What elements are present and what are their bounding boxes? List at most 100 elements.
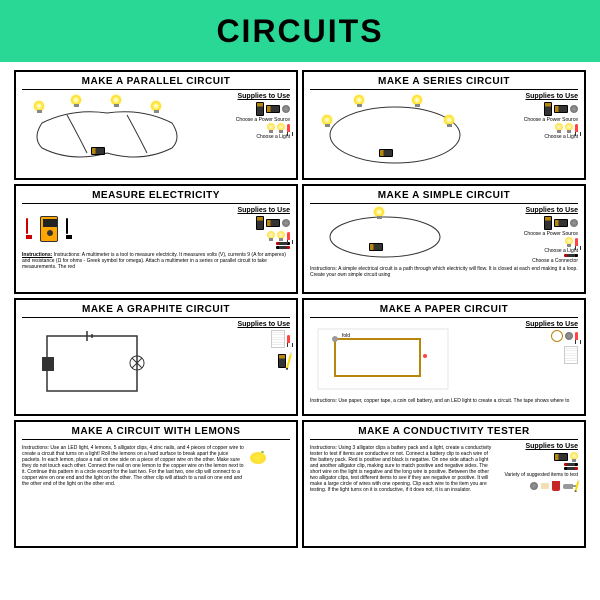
battery-icon — [91, 147, 105, 155]
bulb-icon — [71, 95, 81, 107]
simple-diagram — [310, 207, 496, 264]
series-diagram — [310, 93, 496, 168]
battery-icon — [554, 219, 568, 227]
key-icon — [563, 484, 573, 489]
card-paper: MAKE A PAPER CIRCUIT fold Supplies to Us… — [302, 298, 586, 416]
supplies-title: Supplies to Use — [212, 93, 290, 100]
battery-icon — [266, 105, 280, 113]
instructions: Instructions: Use an LED light, 4 lemons… — [22, 445, 246, 487]
battery-icon — [369, 243, 383, 251]
bulb-icon — [111, 95, 121, 107]
card-lemons: MAKE A CIRCUIT WITH LEMONS Instructions:… — [14, 420, 298, 548]
card-title: MAKE A PARALLEL CIRCUIT — [22, 76, 290, 90]
cards-grid: MAKE A PARALLEL CIRCUIT Supplies to Use … — [0, 62, 600, 556]
instructions: Instructions: Instructions: A multimeter… — [22, 252, 290, 270]
instructions: Instructions: A simple electrical circui… — [310, 266, 578, 278]
card-series: MAKE A SERIES CIRCUIT Supplies to Use Ch… — [302, 70, 586, 180]
battery-icon — [278, 354, 286, 368]
wood-icon — [541, 483, 549, 489]
pencil-icon — [286, 352, 293, 370]
multimeter-icon — [40, 216, 58, 242]
battery-icon — [256, 102, 264, 116]
lemon-icon — [250, 452, 266, 464]
supplies-title: Supplies to Use — [212, 207, 290, 214]
card-graphite: MAKE A GRAPHITE CIRCUIT Supplies to Use — [14, 298, 298, 416]
led-icon — [287, 335, 290, 343]
supply-label: Choose a Connector — [500, 258, 578, 264]
battery-icon — [544, 216, 552, 230]
paper-icon — [271, 330, 285, 348]
clip-icon — [276, 246, 290, 249]
led-icon — [575, 124, 578, 132]
led-icon — [575, 238, 578, 246]
coin-icon — [282, 105, 290, 113]
led-icon — [575, 332, 578, 340]
led-icon — [287, 124, 290, 132]
coin-icon — [565, 332, 573, 340]
card-parallel: MAKE A PARALLEL CIRCUIT Supplies to Use … — [14, 70, 298, 180]
supplies-title: Supplies to Use — [500, 93, 578, 100]
card-title: MAKE A CIRCUIT WITH LEMONS — [22, 426, 290, 440]
bulb-icon — [267, 231, 275, 241]
bulb-icon — [322, 115, 332, 127]
bulb-icon — [412, 95, 422, 107]
bulb-icon — [565, 123, 573, 133]
supply-label: Choose a Light — [212, 134, 290, 140]
pencil-icon — [574, 480, 579, 492]
supply-label: Choose a Light — [500, 134, 578, 140]
bulb-icon — [565, 237, 573, 247]
title-banner: CIRCUITS — [0, 0, 600, 62]
multimeter-diagram — [22, 207, 208, 250]
supplies-panel: Supplies to Use — [212, 321, 290, 406]
coin-icon — [570, 219, 578, 227]
bulb-icon — [151, 101, 161, 113]
card-title: MAKE A SERIES CIRCUIT — [310, 76, 578, 90]
paper-diagram: fold — [310, 321, 496, 396]
supplies-panel: Supplies to Use — [212, 207, 290, 250]
battery-icon — [266, 219, 280, 227]
bulb-icon — [570, 452, 578, 462]
coin-icon — [570, 105, 578, 113]
bulb-icon — [354, 95, 364, 107]
clip-icon — [564, 254, 578, 257]
card-simple: MAKE A SIMPLE CIRCUIT Supplies to Use Ch… — [302, 184, 586, 294]
svg-text:fold: fold — [342, 333, 350, 339]
clip-icon — [564, 467, 578, 470]
page-title: CIRCUITS — [216, 13, 383, 50]
tape-icon — [551, 330, 563, 342]
card-measure: MEASURE ELECTRICITY Supplies to Use — [14, 184, 298, 294]
bulb-icon — [555, 123, 563, 133]
battery-icon — [554, 453, 568, 461]
instructions: Instructions: Using 3 alligator clips a … — [310, 445, 492, 493]
instructions: Instructions: Use paper, copper tape, a … — [310, 398, 578, 404]
supplies-title: Supplies to Use — [212, 321, 290, 328]
supplies-title: Supplies to Use — [500, 207, 578, 214]
bulb-icon — [444, 115, 454, 127]
bulb-icon — [267, 123, 275, 133]
parallel-diagram — [22, 93, 208, 168]
supplies-panel: Supplies to Use — [500, 321, 578, 396]
card-title: MAKE A GRAPHITE CIRCUIT — [22, 304, 290, 318]
cup-icon — [552, 481, 560, 491]
card-title: MAKE A SIMPLE CIRCUIT — [310, 190, 578, 204]
card-conductivity: MAKE A CONDUCTIVITY TESTER Instructions:… — [302, 420, 586, 548]
bulb-icon — [277, 123, 285, 133]
battery-icon — [256, 216, 264, 230]
led-icon — [287, 232, 290, 240]
supplies-panel: Supplies to Use Variety of suggested ite… — [496, 443, 578, 493]
supplies-panel: Supplies to Use Choose a Power Source Ch… — [500, 207, 578, 264]
paper-icon — [564, 346, 578, 364]
battery-icon — [379, 149, 393, 157]
battery-icon — [544, 102, 552, 116]
coin-icon — [530, 482, 538, 490]
card-title: MAKE A CONDUCTIVITY TESTER — [310, 426, 578, 440]
bulb-icon — [34, 101, 44, 113]
supplies-panel: Supplies to Use Choose a Power Source Ch… — [212, 93, 290, 168]
bulb-icon — [277, 231, 285, 241]
supplies-panel: Supplies to Use Choose a Power Source Ch… — [500, 93, 578, 168]
clip-icon — [564, 463, 578, 466]
bulb-icon — [374, 207, 384, 219]
graphite-diagram — [22, 321, 208, 406]
battery-icon — [554, 105, 568, 113]
supplies-title: Supplies to Use — [496, 443, 578, 450]
